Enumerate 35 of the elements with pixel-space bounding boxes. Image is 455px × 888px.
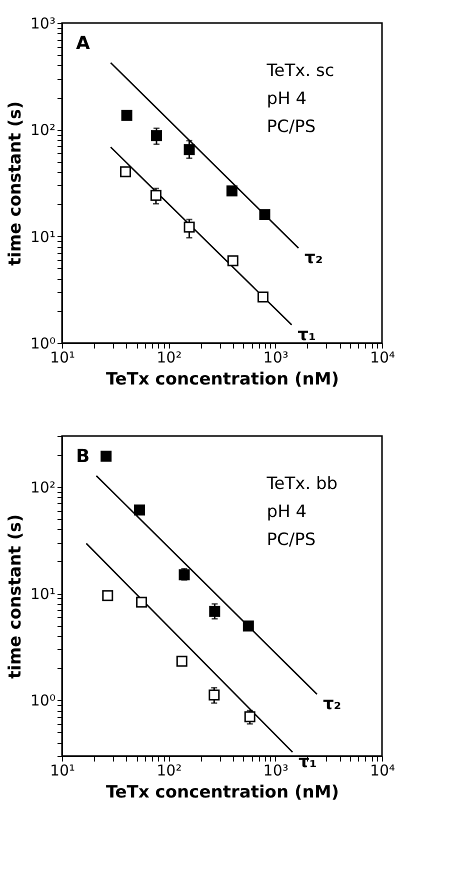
y-tick-label: 10¹ <box>30 228 56 246</box>
series-label: τ₁ <box>298 324 316 345</box>
y-tick-label: 10² <box>30 478 56 496</box>
annotation: PC/PS <box>266 530 316 550</box>
x-tick-label: 10³ <box>263 762 288 780</box>
annotation: B <box>76 446 90 467</box>
annotation: pH 4 <box>266 502 307 522</box>
annotation: A <box>76 33 90 54</box>
series-label: τ₁ <box>298 752 317 772</box>
x-tick-label: 10² <box>156 762 182 780</box>
point <box>136 596 148 608</box>
y-axis-title: time constant (s) <box>5 101 26 266</box>
point <box>100 450 112 462</box>
annotation: pH 4 <box>266 89 307 109</box>
x-tick-label: 10² <box>156 348 182 366</box>
point <box>208 689 220 700</box>
x-axis-title: TeTx concentration (nM) <box>106 782 340 802</box>
y-tick-label: 10⁰ <box>30 692 56 710</box>
x-tick-label: 10⁴ <box>370 348 396 366</box>
x-axis-title: TeTx concentration (nM) <box>106 370 340 390</box>
annotation: TeTx. sc <box>266 61 334 81</box>
point <box>244 711 256 722</box>
y-axis-title: time constant (s) <box>5 514 26 679</box>
x-tick-label: 10³ <box>263 348 288 366</box>
point <box>102 590 114 602</box>
series-label: τ₂ <box>322 694 342 714</box>
y-tick-label: 10¹ <box>30 585 56 604</box>
x-tick-label: 10⁴ <box>370 762 396 780</box>
y-tick-label: 10² <box>30 121 56 140</box>
series-label: τ₂ <box>304 248 323 268</box>
y-tick-label: 10³ <box>30 14 56 32</box>
annotation: PC/PS <box>266 117 316 137</box>
x-tick-label: 10¹ <box>50 762 76 780</box>
point <box>209 606 220 617</box>
annotation: TeTx. bb <box>266 474 338 494</box>
